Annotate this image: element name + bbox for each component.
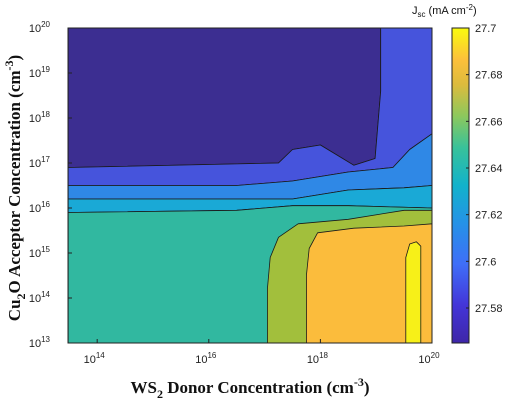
x-tick-label: 1018 xyxy=(307,351,329,366)
colorbar-tick-label: 27.7 xyxy=(475,23,496,35)
contour-region-1 xyxy=(67,27,382,168)
y-tick-label: 1013 xyxy=(29,335,51,350)
colorbar-title: Jsc (mA cm-2) xyxy=(412,3,477,19)
y-tick-label: 1015 xyxy=(29,245,51,260)
y-tick-label: 1018 xyxy=(29,110,51,125)
y-tick-label: 1019 xyxy=(29,65,51,80)
colorbar-ticks: 27.58 27.6 27.62 27.64 27.66 27.68 27.7 xyxy=(466,23,503,315)
y-tick-label: 1014 xyxy=(29,290,51,305)
colorbar-tick-label: 27.68 xyxy=(475,70,503,82)
y-tick-label: 1020 xyxy=(29,20,51,35)
y-tick-label: 1016 xyxy=(29,200,51,215)
colorbar-tick-label: 27.58 xyxy=(475,303,503,315)
contour-region-8 xyxy=(405,241,422,344)
plot-frame xyxy=(67,27,433,344)
y-axis-ticks: 1013 1014 1015 1016 1017 1018 1019 1020 xyxy=(29,20,72,350)
x-tick-label: 1016 xyxy=(195,351,217,366)
colorbar-tick-label: 27.62 xyxy=(475,210,503,222)
x-axis-title: WS2 Donor Concentration (cm-3) xyxy=(130,375,369,401)
x-tick-label: 1020 xyxy=(418,351,440,366)
y-axis-title: Cu2O Acceptor Concentration (cm-3) xyxy=(2,55,28,321)
colorbar-tick-label: 27.64 xyxy=(475,163,503,175)
colorbar-tick-label: 27.6 xyxy=(475,256,496,268)
x-tick-label: 1014 xyxy=(84,351,106,366)
contour-regions xyxy=(67,27,433,344)
colorbar xyxy=(451,27,470,344)
y-tick-label: 1017 xyxy=(29,155,51,170)
x-axis-ticks: 1014 1016 1018 1020 xyxy=(84,339,440,366)
colorbar-tick-label: 27.66 xyxy=(475,116,503,128)
